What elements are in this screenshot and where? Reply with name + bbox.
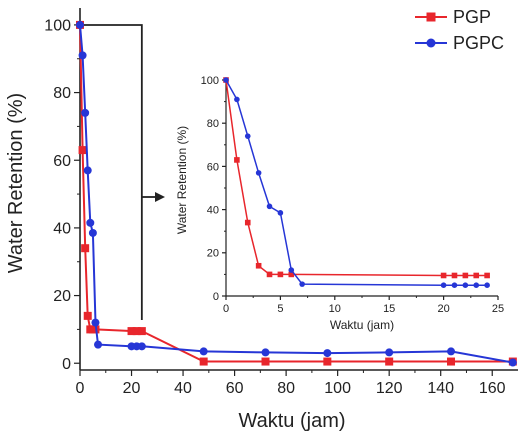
zoom-arrow-head	[155, 192, 165, 202]
inset-pgpc-point	[473, 282, 479, 288]
main-x-axis-label: Waktu (jam)	[238, 410, 345, 432]
main-pgpc-point	[262, 348, 270, 356]
main-x-tick-label: 40	[174, 380, 192, 397]
inset-pgp-point	[463, 273, 469, 279]
main-y-tick-label: 60	[53, 153, 71, 170]
inset-y-axis-label: Water Retention (%)	[175, 126, 189, 234]
main-x-tick-label: 160	[479, 380, 506, 397]
main-pgp-point	[447, 358, 455, 366]
inset-pgp-point	[234, 157, 240, 163]
main-pgp-point	[262, 358, 270, 366]
inset-x-axis-label: Waktu (jam)	[330, 318, 394, 332]
inset-pgpc-point	[234, 97, 240, 103]
inset-x-tick-label: 20	[437, 303, 449, 315]
inset-pgpc-point	[245, 133, 251, 139]
main-axes	[74, 8, 518, 376]
inset-y-tick-label: 0	[213, 291, 219, 303]
main-pgp-point	[385, 358, 393, 366]
main-pgp-point	[84, 312, 92, 320]
main-pgp-point	[323, 358, 331, 366]
main-pgpc-point	[447, 347, 455, 355]
main-x-tick-label: 80	[277, 380, 295, 397]
main-pgpc-point	[79, 51, 87, 59]
inset-pgpc-point	[267, 204, 273, 210]
main-y-tick-label: 20	[53, 288, 71, 305]
inset-y-tick-label: 100	[201, 75, 219, 87]
inset-pgp-point	[441, 273, 447, 279]
main-pgpc-point	[89, 229, 97, 237]
inset-x-tick-label: 15	[383, 303, 395, 315]
main-pgp-point	[81, 244, 89, 252]
main-pgpc-point	[84, 166, 92, 174]
legend-pgpc-marker	[427, 39, 436, 48]
main-pgpc-point	[91, 319, 99, 327]
inset-tick-labels: 0 5 10 15 20 25 0 20 40 60 80 100	[201, 75, 504, 315]
main-pgpc-point	[200, 347, 208, 355]
main-pgp-point	[79, 146, 87, 154]
inset-pgp-point	[452, 273, 458, 279]
inset-x-tick-label: 5	[277, 303, 283, 315]
legend-pgp-label: PGP	[453, 7, 491, 27]
inset-pgpc-point	[441, 282, 447, 288]
main-y-axis-label: Water Retention (%)	[5, 93, 27, 273]
main-pgpc-point	[323, 349, 331, 357]
inset-pgp-point	[484, 273, 490, 279]
inset-y-tick-label: 40	[207, 204, 219, 216]
main-pgpc-point	[81, 109, 89, 117]
main-x-tick-label: 0	[76, 380, 85, 397]
inset-pgp-point	[245, 220, 251, 226]
inset-y-tick-label: 60	[207, 161, 219, 173]
inset-y-tick-label: 20	[207, 248, 219, 260]
inset-x-tick-label: 25	[492, 303, 504, 315]
inset-pgp-point	[267, 272, 273, 278]
inset-pgpc-point	[288, 267, 294, 273]
inset-pgpc-point	[256, 170, 262, 176]
inset-y-tick-label: 80	[207, 118, 219, 130]
zoom-annotation	[80, 25, 165, 320]
main-x-tick-label: 120	[376, 380, 403, 397]
inset-pgpc-line	[226, 80, 487, 285]
main-pgpc-point	[94, 341, 102, 349]
legend-pgpc-label: PGPC	[453, 33, 504, 53]
main-pgpc-point	[86, 219, 94, 227]
inset-chart: 0 5 10 15 20 25 0 20 40 60 80 100 Waktu (jam) Water…	[175, 75, 504, 332]
inset-pgpc-point	[484, 282, 490, 288]
inset-series	[223, 77, 490, 288]
inset-pgp-point	[256, 263, 262, 269]
inset-pgpc-point	[463, 282, 469, 288]
main-x-tick-label: 140	[427, 380, 454, 397]
main-pgp-point	[138, 327, 146, 335]
main-pgpc-point	[138, 342, 146, 350]
legend: PGP PGPC	[415, 7, 504, 53]
inset-pgpc-point	[299, 281, 305, 287]
main-pgpc-point	[509, 359, 517, 367]
main-y-tick-label: 100	[44, 18, 71, 35]
main-x-tick-label: 100	[324, 380, 351, 397]
inset-pgp-line	[226, 80, 487, 276]
main-y-tick-label: 0	[62, 356, 71, 373]
main-pgpc-point	[76, 21, 84, 29]
inset-pgpc-point	[452, 282, 458, 288]
legend-pgp-marker	[427, 13, 436, 22]
main-y-tick-label: 80	[53, 85, 71, 102]
inset-pgpc-point	[278, 210, 284, 216]
inset-x-tick-label: 0	[223, 303, 229, 315]
main-pgpc-point	[385, 348, 393, 356]
inset-pgp-point	[278, 272, 284, 278]
main-x-tick-label: 20	[123, 380, 141, 397]
main-y-tick-label: 40	[53, 221, 71, 238]
inset-x-tick-label: 10	[329, 303, 341, 315]
inset-pgpc-point	[223, 77, 229, 83]
main-pgp-point	[200, 358, 208, 366]
main-x-tick-label: 60	[226, 380, 244, 397]
inset-pgp-point	[473, 273, 479, 279]
